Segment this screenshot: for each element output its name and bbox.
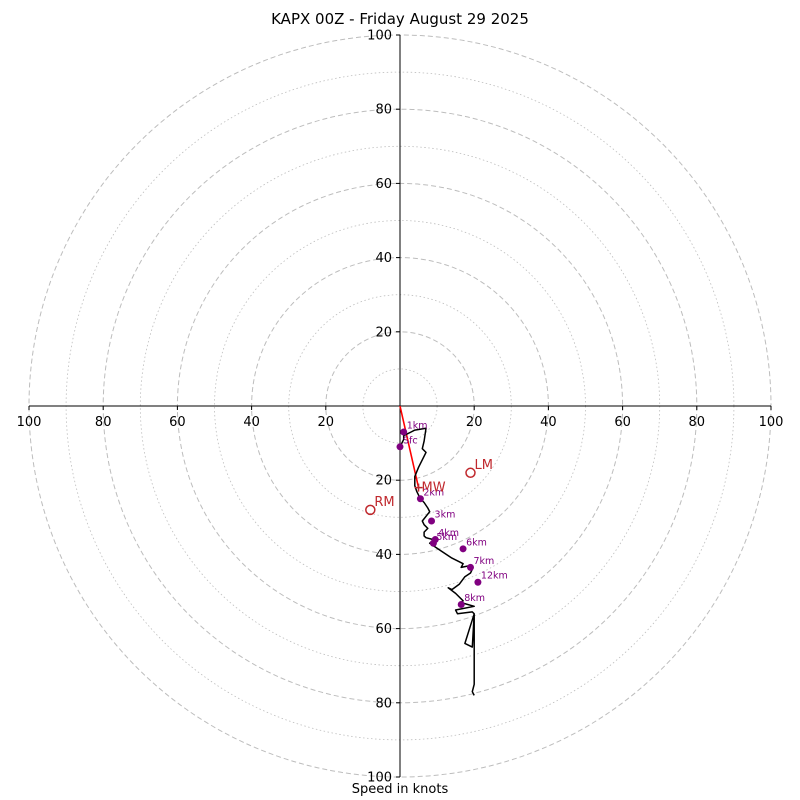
storm-motion-marker xyxy=(365,504,376,516)
x-tick-label: 40 xyxy=(243,415,260,430)
y-tick-label: 20 xyxy=(375,325,392,340)
level-marker xyxy=(428,517,436,525)
level-label: 2km xyxy=(423,487,444,498)
chart-title: KAPX 00Z - Friday August 29 2025 xyxy=(271,10,529,28)
level-marker xyxy=(400,428,408,436)
mean-wind-label: MW xyxy=(422,481,446,496)
level-label: 12km xyxy=(481,571,508,582)
level-label: Sfc xyxy=(403,435,418,446)
y-tick-label: 80 xyxy=(375,696,392,711)
storm-motion-label: RM xyxy=(374,495,394,510)
level-label: 3km xyxy=(435,510,456,521)
wind-trace-line xyxy=(399,427,475,696)
level-marker xyxy=(466,563,474,571)
x-tick-label: 100 xyxy=(759,415,784,430)
x-tick-label: 20 xyxy=(466,415,483,430)
level-label: 8km xyxy=(464,593,485,604)
x-axis-label: Speed in knots xyxy=(351,782,449,797)
level-marker xyxy=(429,539,437,547)
level-marker xyxy=(457,600,465,608)
level-label: 7km xyxy=(473,556,494,567)
x-tick-label: 60 xyxy=(614,415,631,430)
level-marker xyxy=(459,545,467,553)
storm-motion-label: LM xyxy=(474,458,492,473)
level-marker xyxy=(416,495,424,503)
storm-motion-marker xyxy=(465,467,476,479)
level-marker xyxy=(474,578,482,586)
x-tick-label: 100 xyxy=(17,415,42,430)
x-tick-label: 40 xyxy=(540,415,557,430)
storm-motion-markers: LM RM MW xyxy=(365,458,493,516)
level-label: 1km xyxy=(407,420,428,431)
tick-labels: 100 80 60 40 20 20 40 60 80 100 20 40 60 80 100 20 40 60 8… xyxy=(17,29,784,786)
y-tick-label: 80 xyxy=(375,103,392,118)
level-marker xyxy=(396,443,404,451)
y-tick-label: 40 xyxy=(375,548,392,563)
x-tick-label: 80 xyxy=(95,415,112,430)
y-tick-label: 100 xyxy=(367,771,392,786)
y-tick-label: 20 xyxy=(375,474,392,489)
level-label: 4km xyxy=(438,528,459,539)
y-tick-label: 60 xyxy=(375,622,392,637)
x-tick-label: 20 xyxy=(318,415,335,430)
x-tick-label: 60 xyxy=(169,415,186,430)
y-tick-label: 40 xyxy=(375,251,392,266)
wind-trace xyxy=(399,405,475,696)
y-tick-label: 60 xyxy=(375,177,392,192)
y-tick-label: 100 xyxy=(367,29,392,44)
level-label: 5km xyxy=(436,532,457,543)
x-tick-label: 80 xyxy=(689,415,706,430)
level-label: 6km xyxy=(466,537,487,548)
